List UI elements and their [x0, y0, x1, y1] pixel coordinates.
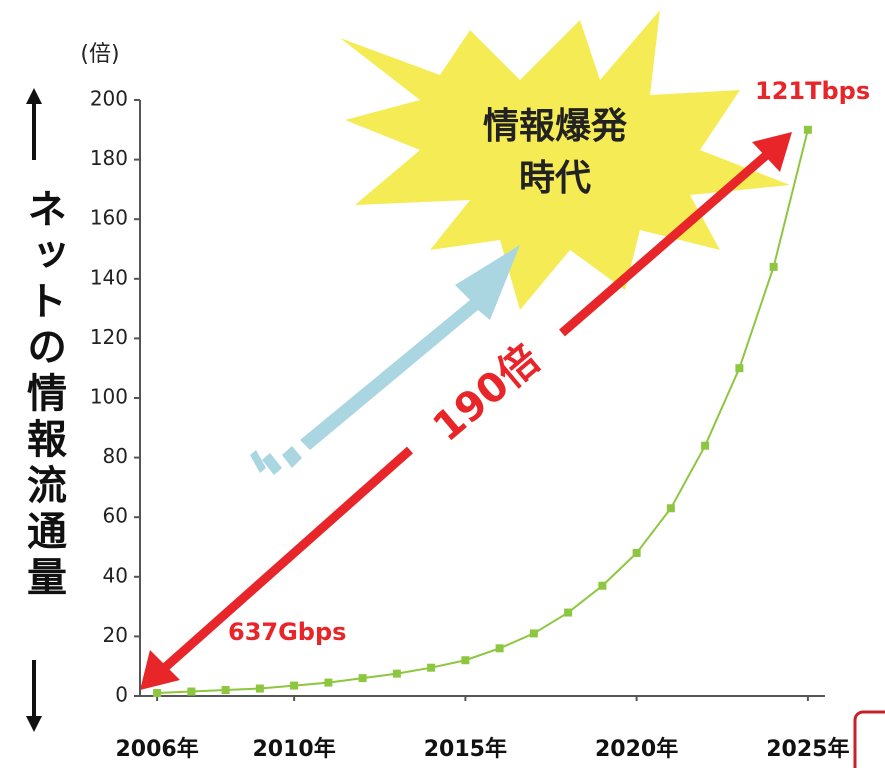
- point: [255, 684, 264, 693]
- x-tick-label: 2010年: [253, 736, 336, 762]
- y-tick-label: 80: [103, 444, 128, 468]
- y-tick-label: 120: [90, 325, 128, 349]
- y-tick-label: 160: [90, 206, 128, 230]
- point: [427, 663, 436, 672]
- point: [769, 262, 778, 271]
- y-tick-label: 0: [115, 683, 128, 707]
- annotation: 121Tbps: [755, 77, 870, 105]
- annotation: 情報爆発: [483, 106, 628, 147]
- point: [392, 669, 401, 678]
- annotation: 637Gbps: [228, 618, 346, 646]
- point: [324, 678, 333, 687]
- annotation: 時代: [519, 158, 591, 199]
- point: [290, 681, 299, 690]
- red-arrow: [140, 132, 792, 690]
- point: [735, 364, 744, 373]
- x-tick-label: 2015年: [424, 736, 507, 762]
- point: [495, 644, 504, 653]
- series-line: [157, 129, 809, 695]
- point: [632, 548, 641, 557]
- y-tick-label: 40: [103, 563, 128, 587]
- blue-arrow: [250, 245, 520, 475]
- x-tick-label: 2006年: [116, 736, 199, 762]
- y-tick-label: 100: [90, 385, 128, 409]
- point: [564, 608, 573, 617]
- y-unit: (倍): [80, 42, 119, 67]
- annotation: 190倍: [425, 336, 549, 451]
- point: [598, 581, 607, 590]
- y-tick-label: 20: [103, 623, 128, 647]
- point: [153, 689, 162, 698]
- y-tick-label: 180: [90, 146, 128, 170]
- corner-frame: [853, 710, 885, 768]
- y-tick-label: 60: [103, 504, 128, 528]
- point: [803, 125, 812, 134]
- point: [701, 441, 710, 450]
- y-tick-label: 140: [90, 265, 128, 289]
- y-label-arrows: [26, 88, 42, 732]
- y-tick-label: 200: [90, 87, 128, 111]
- y-axis-title: ネットの情報流通量: [20, 188, 66, 602]
- point: [461, 656, 470, 665]
- point: [187, 687, 196, 696]
- point: [666, 504, 675, 513]
- point: [221, 686, 230, 695]
- point: [358, 674, 367, 683]
- x-tick-label: 2025年: [766, 736, 849, 762]
- x-tick-label: 2020年: [595, 736, 678, 762]
- point: [529, 629, 538, 638]
